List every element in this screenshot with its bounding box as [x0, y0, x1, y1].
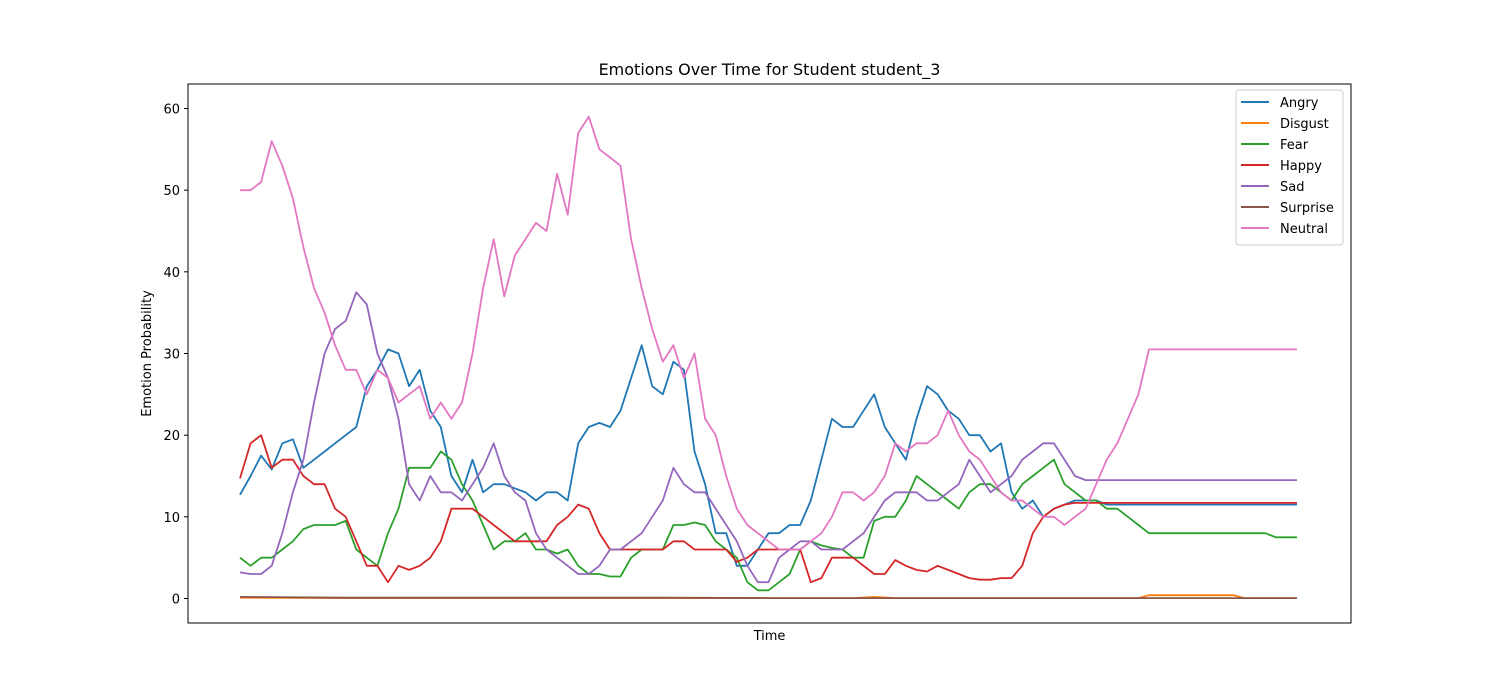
y-tick-label: 40 — [163, 266, 180, 281]
y-axis-label: Emotion Probability — [140, 290, 155, 417]
y-axis-ticks: 0 10 20 30 40 50 60 — [163, 103, 188, 608]
legend-label-surprise: Surprise — [1280, 201, 1334, 216]
legend-label-disgust: Disgust — [1280, 117, 1329, 132]
series-line-surprise — [239, 596, 1297, 599]
y-tick-label: 30 — [163, 348, 180, 363]
y-tick-label: 50 — [163, 184, 180, 199]
legend-label-happy: Happy — [1280, 159, 1322, 174]
legend-label-neutral: Neutral — [1280, 222, 1328, 237]
x-axis-label: Time — [753, 629, 786, 644]
plot-area — [239, 115, 1297, 599]
y-tick-label: 0 — [172, 593, 180, 608]
series-line-sad — [239, 291, 1297, 584]
legend-label-sad: Sad — [1280, 180, 1304, 195]
series-line-fear — [239, 450, 1297, 592]
chart-title: Emotions Over Time for Student student_3 — [599, 60, 941, 80]
series-line-angry — [239, 344, 1297, 567]
y-tick-label: 20 — [163, 429, 180, 444]
legend: Angry Disgust Fear Happy Sad Surprise Neutral — [1235, 89, 1344, 246]
series-line-neutral — [240, 115, 1297, 551]
series-line-happy — [239, 434, 1297, 584]
y-tick-label: 10 — [163, 511, 180, 526]
y-tick-label: 60 — [163, 103, 180, 118]
legend-label-fear: Fear — [1280, 138, 1309, 153]
legend-label-angry: Angry — [1280, 96, 1319, 111]
